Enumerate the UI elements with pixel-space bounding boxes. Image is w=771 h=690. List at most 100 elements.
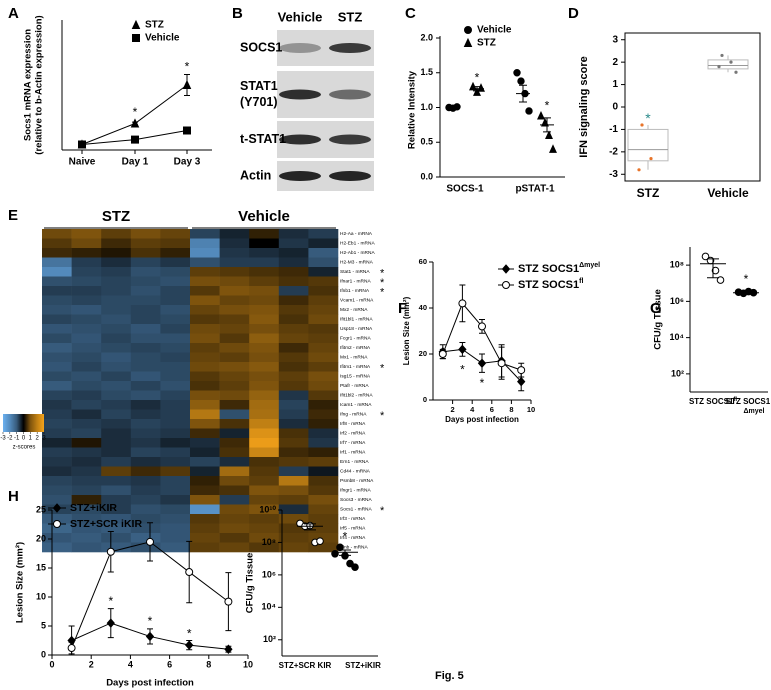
- heat-cell: [71, 504, 102, 515]
- heat-cell: [42, 314, 72, 325]
- x-tick-label: Vehicle: [707, 186, 749, 200]
- heat-cell: [160, 428, 191, 439]
- heat-cell: [160, 295, 191, 306]
- gene-label: Psmb8 - mRNA: [340, 478, 374, 484]
- heat-cell: [278, 238, 309, 249]
- heat-cell: [71, 409, 102, 420]
- x-tick-label: SOCS-1: [446, 184, 484, 195]
- heat-cell: [101, 466, 132, 477]
- heat-cell: [190, 523, 220, 534]
- heat-cell: [249, 267, 280, 277]
- heat-cell: [160, 514, 191, 524]
- x-tick-label: 0: [49, 659, 54, 669]
- heat-cell: [308, 276, 339, 287]
- heat-cell: [219, 257, 250, 268]
- heat-cell: [160, 352, 191, 363]
- heat-cell: [278, 533, 309, 543]
- heat-cell: [190, 286, 220, 296]
- heat-cell: [42, 533, 72, 543]
- heat-cell: [160, 495, 191, 505]
- heat-cell: [190, 343, 220, 353]
- error-bar: [543, 117, 551, 133]
- y-tick-label: 0: [612, 102, 618, 113]
- heat-cell: [101, 295, 132, 306]
- heat-cell: [71, 533, 102, 543]
- y-tick-label: 1.5: [420, 67, 433, 77]
- heat-cell: [42, 542, 72, 553]
- gene-label: Ifnar1 - mRNA: [340, 279, 371, 285]
- heat-cell: [219, 542, 250, 553]
- y-axis-label: CFU/g Tissue: [653, 289, 664, 350]
- heat-cell: [278, 485, 309, 496]
- legend-marker: [501, 264, 511, 274]
- heat-cell: [160, 533, 191, 543]
- heat-cell: [278, 523, 309, 534]
- heat-cell: [42, 352, 72, 363]
- heat-cell: [160, 371, 191, 382]
- heat-cell: [278, 324, 309, 334]
- colorbar-label: z-scores: [13, 445, 36, 451]
- heat-cell: [160, 229, 191, 239]
- heat-cell: [219, 362, 250, 372]
- data-point: [637, 168, 641, 172]
- gene-label: H2-Aa - mRNA: [340, 231, 373, 237]
- heat-cell: [249, 352, 280, 363]
- colorbar-tick-label: 1: [29, 436, 33, 442]
- legend-superscript: Δmyel: [579, 262, 600, 269]
- data-point: [67, 644, 76, 653]
- heat-cell: [219, 438, 250, 448]
- heat-cell: [190, 362, 220, 372]
- legend-marker: [464, 26, 472, 34]
- heat-cell: [71, 371, 102, 382]
- gene-label: Ifit1bl2 - mRNA: [340, 393, 373, 399]
- heat-cell: [308, 400, 339, 410]
- gene-label: Cd44 - mRNA: [340, 469, 371, 475]
- heat-cell: [130, 286, 161, 296]
- heat-cell: [190, 257, 220, 268]
- panel-letter: A: [8, 5, 19, 22]
- heat-cell: [308, 352, 339, 363]
- colorbar-tick-label: -3: [0, 436, 6, 442]
- category-superscript: fl: [733, 397, 737, 403]
- heat-cell: [101, 333, 132, 344]
- y-axis-label: (relative to b-Actin expression): [34, 15, 45, 154]
- y-tick-label: 40: [419, 303, 427, 312]
- heat-cell: [190, 457, 220, 467]
- heat-cell: [190, 276, 220, 287]
- x-tick-label: STZ SOCS1: [726, 397, 771, 406]
- y-tick-label: 2.0: [420, 32, 433, 42]
- error-bar: [473, 86, 481, 92]
- data-point: [649, 156, 653, 161]
- heat-cell: [219, 352, 250, 363]
- heat-cell: [160, 267, 191, 277]
- significance-mark: *: [380, 287, 385, 299]
- heat-cell: [71, 495, 102, 505]
- heat-cell: [249, 485, 280, 496]
- heat-cell: [278, 343, 309, 353]
- heat-cell: [219, 485, 250, 496]
- data-point: [185, 640, 194, 650]
- gene-label: Flnb - mRNA: [340, 545, 369, 551]
- data-point: [549, 144, 557, 153]
- heat-cell: [71, 400, 102, 410]
- heat-cell: [130, 533, 161, 543]
- x-tick-label: 6: [167, 659, 172, 669]
- heat-cell: [42, 400, 72, 410]
- heat-cell: [190, 419, 220, 429]
- data-point: [513, 69, 521, 77]
- y-tick-label: 20: [36, 533, 46, 543]
- heat-cell: [71, 466, 102, 477]
- heat-cell: [130, 248, 161, 258]
- heat-cell: [71, 295, 102, 306]
- heat-cell: [160, 542, 191, 553]
- heat-cell: [160, 324, 191, 334]
- gene-label: Ifnb1 - mRNA: [340, 288, 370, 294]
- heat-cell: [190, 248, 220, 258]
- heat-cell: [219, 400, 250, 410]
- y-tick-label: 5: [41, 620, 46, 630]
- heat-cell: [160, 523, 191, 534]
- heat-cell: [101, 447, 132, 458]
- heat-cell: [130, 542, 161, 553]
- heat-cell: [160, 314, 191, 325]
- heat-cell: [278, 257, 309, 268]
